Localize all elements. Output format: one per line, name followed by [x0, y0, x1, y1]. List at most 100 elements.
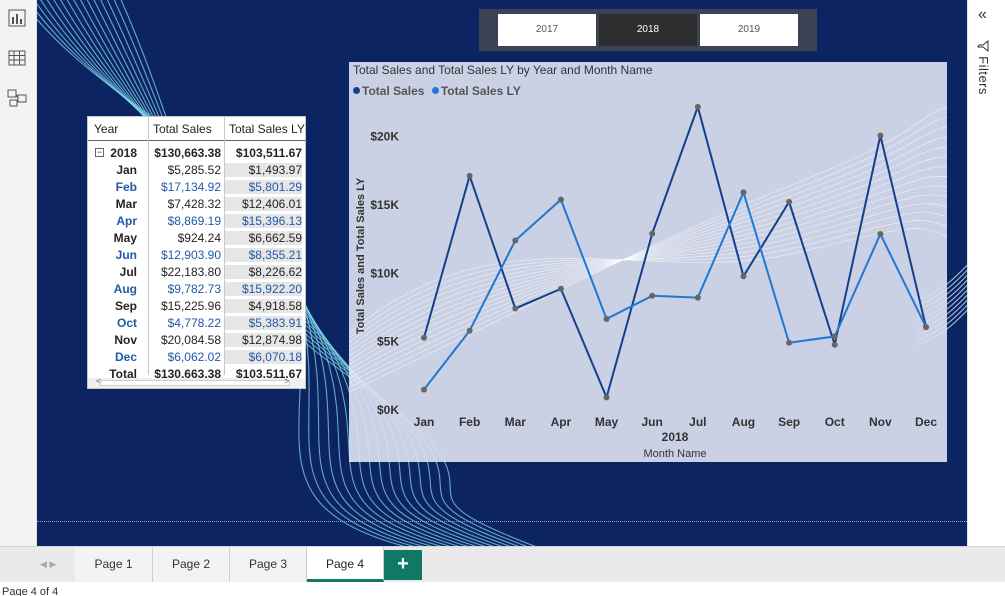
- table-row: Dec $6,062.02 $6,070.18: [88, 349, 307, 366]
- total-sales-cell: $924.24: [177, 231, 221, 245]
- total-sales-ly-cell: $15,922.20: [225, 282, 302, 296]
- chart-wave-line: [349, 194, 947, 352]
- scrollbar-thumb[interactable]: [100, 380, 290, 386]
- header-year[interactable]: Year: [94, 122, 119, 136]
- total-sales-ly-cell: $1,493.97: [225, 163, 302, 177]
- wave-line: [39, 0, 433, 546]
- report-canvas: 2017 2018 2019 Year Total Sales Total Sa…: [37, 0, 967, 546]
- y-tick-label: $10K: [370, 266, 399, 280]
- chart-wave-line: [349, 220, 947, 339]
- month-cell: Oct: [116, 316, 137, 330]
- x-tick-label: Dec: [915, 415, 937, 429]
- slicer-option-2017[interactable]: 2017: [498, 14, 596, 46]
- scroll-right-icon[interactable]: >: [284, 376, 290, 386]
- data-point: [740, 189, 747, 196]
- total-sales-cell: $22,183.80: [160, 265, 221, 279]
- series-line: [423, 103, 927, 401]
- chart-title: Total Sales and Total Sales LY by Year a…: [353, 63, 653, 77]
- total-sales-ly-cell: $12,874.98: [225, 333, 302, 347]
- month-cell: Nov: [114, 333, 137, 347]
- collapse-row-icon[interactable]: −: [95, 147, 104, 157]
- x-tick-label: Jan: [414, 415, 435, 429]
- table-row: Apr $8,869.19 $15,396.13: [88, 213, 307, 230]
- filters-toggle[interactable]: Filters: [976, 39, 991, 96]
- y-tick-label: $15K: [370, 198, 399, 212]
- data-point: [831, 341, 838, 348]
- column-divider: [224, 117, 225, 375]
- data-point: [649, 292, 656, 299]
- month-cell: Apr: [116, 214, 137, 228]
- scroll-left-icon[interactable]: <: [96, 376, 102, 386]
- page-tab-bar: ◀ ▶ Page 1 Page 2 Page 3 Page 4 +: [0, 546, 1005, 582]
- data-point: [421, 334, 427, 341]
- x-tick-label: Apr: [551, 415, 572, 429]
- report-view-icon[interactable]: [7, 8, 27, 28]
- table-view-icon[interactable]: [7, 48, 27, 68]
- tab-page-3[interactable]: Page 3: [230, 547, 307, 582]
- month-cell: Feb: [115, 180, 137, 194]
- chart-wave-line: [349, 146, 947, 375]
- view-switcher-rail: [0, 0, 37, 546]
- table-row: Mar $7,428.32 $12,406.01: [88, 196, 307, 213]
- x-axis-title: Month Name: [644, 448, 707, 460]
- month-cell: Jan: [116, 163, 137, 177]
- month-cell: May: [113, 231, 137, 245]
- total-sales-ly-cell: $5,801.29: [225, 180, 302, 194]
- data-point: [877, 132, 884, 139]
- filter-funnel-icon: [977, 39, 989, 53]
- slicer-option-2018[interactable]: 2018: [599, 14, 697, 46]
- table-row: Feb $17,134.92 $5,801.29: [88, 179, 307, 196]
- header-total-sales[interactable]: Total Sales: [153, 122, 212, 136]
- x-tick-label: May: [595, 415, 619, 429]
- legend-item-total-sales-ly[interactable]: Total Sales LY: [431, 84, 521, 98]
- page-nav-arrows-icon[interactable]: ◀ ▶: [40, 559, 57, 569]
- data-point: [603, 315, 610, 322]
- month-cell: Dec: [114, 350, 137, 364]
- total-sales-cell: $130,663.38: [154, 367, 221, 381]
- total-sales-ly-cell: $6,662.59: [225, 231, 302, 245]
- x-tick-label: Mar: [505, 415, 527, 429]
- collapse-filters-icon[interactable]: «: [978, 6, 987, 23]
- header-total-sales-ly[interactable]: Total Sales LY: [229, 122, 305, 136]
- legend-dot: [431, 87, 439, 94]
- data-point: [877, 231, 884, 238]
- page-count-status: Page 4 of 4: [2, 586, 59, 596]
- chart-wave-line: [349, 228, 947, 334]
- model-view-icon[interactable]: [7, 88, 27, 108]
- data-point: [512, 305, 519, 312]
- total-sales-cell: $12,903.90: [160, 248, 221, 262]
- y-axis-title: Total Sales and Total Sales LY: [355, 177, 367, 334]
- month-cell: Sep: [114, 299, 137, 313]
- chart-wave-line: [349, 156, 947, 370]
- y-tick-label: $5K: [377, 335, 399, 349]
- total-sales-ly-cell: $15,396.13: [225, 214, 302, 228]
- month-cell: Jul: [119, 265, 137, 279]
- data-point: [786, 339, 793, 346]
- sales-table[interactable]: Year Total Sales Total Sales LY −2018 $13…: [87, 116, 307, 389]
- table-horizontal-scrollbar[interactable]: < >: [88, 376, 305, 388]
- x-tick-label: Jul: [689, 415, 706, 429]
- data-point: [603, 394, 610, 401]
- table-row: Aug $9,782.73 $15,922.20: [88, 281, 307, 298]
- legend-item-total-sales[interactable]: Total Sales: [353, 84, 424, 98]
- month-cell: Jun: [115, 248, 137, 262]
- chart-wave-line: [349, 176, 947, 361]
- status-bar: Page 4 of 4: [0, 582, 1005, 596]
- legend-label: Total Sales: [362, 84, 425, 98]
- total-sales-cell: $130,663.38: [154, 146, 221, 160]
- line-chart-visual[interactable]: Total Sales and Total Sales LY by Year a…: [349, 62, 947, 462]
- data-point: [694, 294, 701, 301]
- add-page-button[interactable]: +: [384, 550, 422, 580]
- slicer-option-2019[interactable]: 2019: [700, 14, 798, 46]
- month-cell: Mar: [115, 197, 137, 211]
- tab-page-4[interactable]: Page 4: [307, 547, 384, 582]
- total-sales-cell: $17,134.92: [160, 180, 221, 194]
- data-point: [557, 285, 564, 292]
- chart-wave-line: [349, 116, 947, 388]
- total-sales-ly-cell: $4,918.58: [225, 299, 302, 313]
- data-point: [466, 172, 473, 179]
- tab-page-2[interactable]: Page 2: [153, 547, 230, 582]
- total-sales-ly-cell: $8,355.21: [225, 248, 302, 262]
- filters-label: Filters: [976, 56, 991, 96]
- tab-page-1[interactable]: Page 1: [75, 547, 153, 582]
